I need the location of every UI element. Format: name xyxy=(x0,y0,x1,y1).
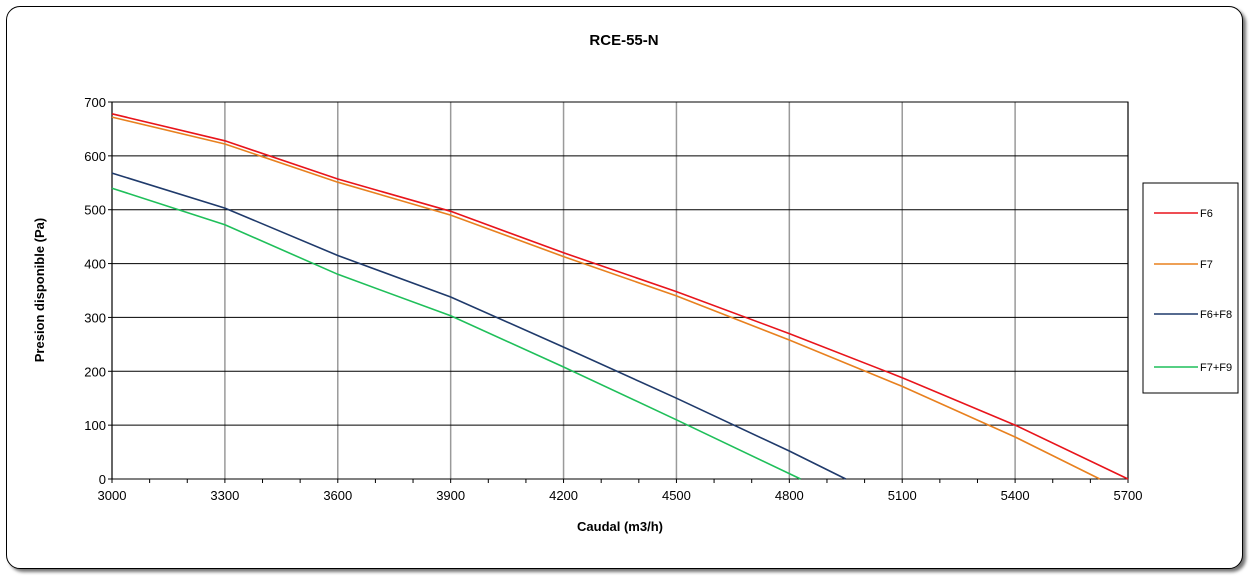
x-axis-label: Caudal (m3/h) xyxy=(577,519,663,534)
y-tick-label: 100 xyxy=(84,418,106,433)
x-tick-label: 3600 xyxy=(323,488,352,503)
x-tick-label: 3900 xyxy=(436,488,465,503)
x-tick-label: 5100 xyxy=(888,488,917,503)
chart-title: RCE-55-N xyxy=(589,32,658,49)
x-axis: 3000 3300 3600 3900 4200 4500 4800 5100 5400 5700 xyxy=(98,488,1143,503)
series-line-f6-f8 xyxy=(111,172,847,480)
x-tick-label: 4500 xyxy=(662,488,691,503)
grid xyxy=(111,101,1129,483)
y-tick-label: 400 xyxy=(84,257,106,272)
legend: F6 F7 F6+F8 F7+F9 xyxy=(1142,182,1239,394)
y-tick-label: 0 xyxy=(99,472,106,487)
y-tick-label: 500 xyxy=(84,203,106,218)
series-line-f7 xyxy=(111,116,1101,480)
x-tick-label: 4200 xyxy=(549,488,578,503)
x-tick-label: 3300 xyxy=(210,488,239,503)
legend-label: F6+F8 xyxy=(1200,309,1232,321)
legend-box xyxy=(1142,182,1239,394)
legend-label: F7 xyxy=(1200,259,1213,271)
x-tick-label: 5700 xyxy=(1114,488,1143,503)
y-tick-label: 700 xyxy=(84,95,106,110)
plot-border xyxy=(111,101,1129,480)
legend-label: F6 xyxy=(1200,208,1213,220)
x-tick-label: 4800 xyxy=(775,488,804,503)
legend-label: F7+F9 xyxy=(1200,362,1232,374)
series-lines xyxy=(111,113,1129,480)
y-tick-label: 200 xyxy=(84,364,106,379)
series-line-f6 xyxy=(111,113,1129,480)
y-axis-label: Presion disponible (Pa) xyxy=(32,218,47,362)
y-tick-label: 300 xyxy=(84,310,106,325)
x-tick-label: 3000 xyxy=(98,488,127,503)
series-line-f7-f9 xyxy=(111,187,801,480)
y-tick-label: 600 xyxy=(84,149,106,164)
plot-area xyxy=(112,102,1128,479)
y-axis: 0 100 200 300 400 500 600 700 xyxy=(84,95,112,487)
x-tick-label: 5400 xyxy=(1001,488,1030,503)
